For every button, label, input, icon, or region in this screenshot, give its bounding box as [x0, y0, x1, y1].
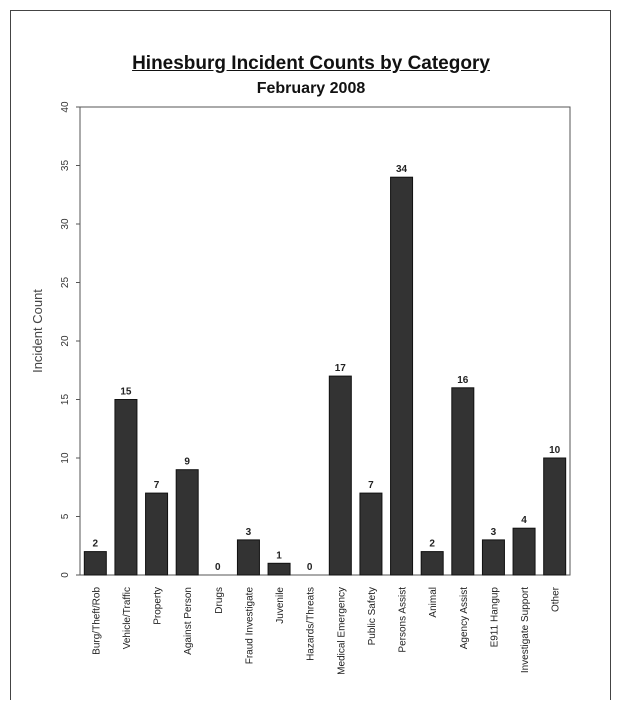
bar	[451, 387, 475, 576]
category-label: Agency Assist	[459, 587, 470, 649]
data-label: 10	[549, 445, 561, 456]
chart-frame	[10, 10, 611, 700]
data-label: 7	[154, 480, 160, 491]
y-tick-label: 0	[60, 572, 71, 578]
data-label: 34	[396, 164, 408, 175]
category-label: Fraud Investigate	[244, 587, 255, 665]
category-label: E911 Hangup	[489, 587, 500, 648]
y-tick-label: 15	[60, 394, 71, 406]
category-label: Investigate Support	[520, 587, 531, 673]
category-label: Hazards/Threats	[306, 587, 317, 661]
data-label: 3	[246, 527, 252, 538]
chart-subtitle: February 2008	[256, 80, 366, 97]
data-label: 16	[457, 375, 469, 386]
data-label: 15	[120, 387, 132, 398]
bar	[359, 492, 383, 576]
category-label: Property	[153, 587, 164, 625]
category-label: Persons Assist	[398, 587, 409, 653]
category-label: Burg/Theft/Rob	[91, 587, 102, 655]
y-axis-label: Incident Count	[30, 289, 45, 373]
bar	[145, 492, 169, 576]
chart-title: Hinesburg Incident Counts by Category	[132, 53, 490, 74]
bar	[236, 539, 260, 576]
data-label: 9	[184, 457, 190, 468]
bar	[481, 539, 505, 576]
y-tick-label: 5	[60, 513, 71, 519]
y-tick-label: 35	[60, 160, 71, 172]
bar	[390, 176, 414, 576]
category-label: Drugs	[214, 587, 225, 614]
data-label: 0	[307, 562, 313, 573]
category-label: Animal	[428, 587, 439, 618]
data-label: 7	[368, 480, 374, 491]
data-label: 3	[491, 527, 497, 538]
data-label: 1	[276, 550, 282, 561]
data-label: 17	[335, 363, 347, 374]
data-label: 0	[215, 562, 221, 573]
bar	[114, 399, 138, 576]
y-tick-label: 10	[60, 452, 71, 464]
y-tick-label: 30	[60, 218, 71, 230]
category-label: Against Person	[183, 587, 194, 655]
bar	[175, 469, 199, 576]
bar	[512, 527, 536, 576]
bar	[267, 562, 291, 576]
category-label: Medical Emergency	[336, 587, 347, 675]
category-label: Public Safety	[367, 587, 378, 645]
category-label: Vehicle/Traffic	[122, 587, 133, 649]
data-label: 4	[521, 515, 527, 526]
data-label: 2	[429, 539, 435, 550]
bar	[328, 375, 352, 576]
y-tick-label: 25	[60, 277, 71, 289]
y-tick-label: 40	[60, 101, 71, 113]
bar	[543, 457, 567, 576]
category-label: Other	[551, 586, 562, 612]
y-tick-label: 20	[60, 335, 71, 347]
data-label: 2	[93, 539, 99, 550]
bar	[420, 551, 444, 576]
category-label: Juvenile	[275, 587, 286, 624]
bar	[83, 551, 107, 576]
